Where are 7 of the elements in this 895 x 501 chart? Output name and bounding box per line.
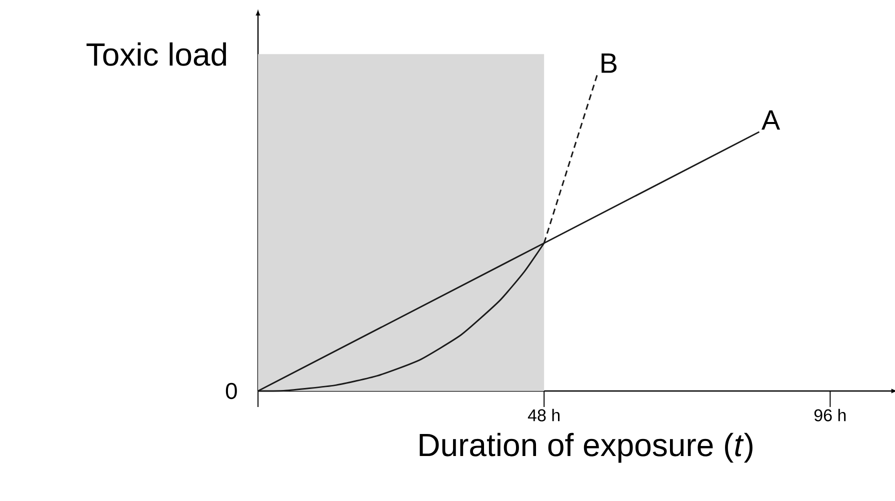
series-label: B <box>602 54 617 73</box>
annotation: 0 <box>226 382 237 400</box>
x-axis-title: Duration of exposure (t) <box>420 432 752 463</box>
x-tick-label: 48 h <box>528 408 560 422</box>
y-axis-title: Toxic load <box>86 42 226 66</box>
x-tick-label: 96 h <box>814 408 846 422</box>
series-label: A <box>762 110 780 130</box>
